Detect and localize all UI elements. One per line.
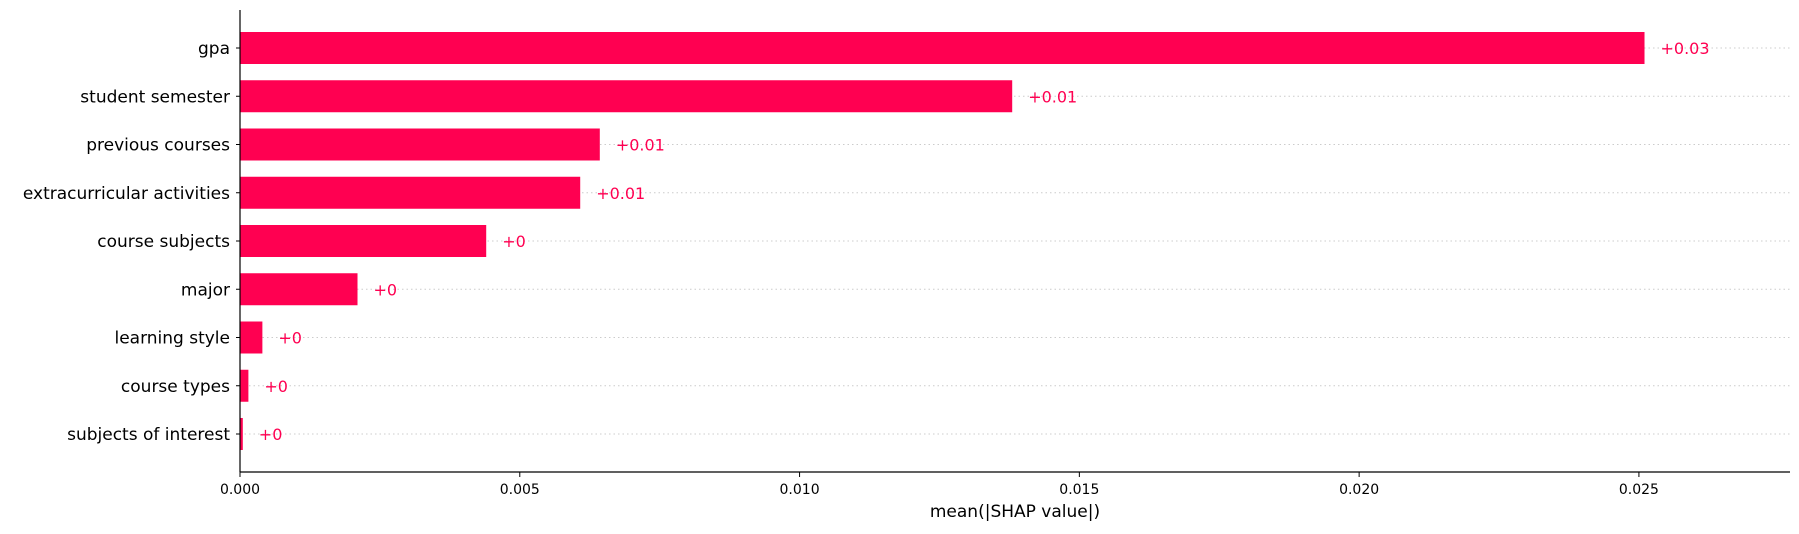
x-tick-label: 0.015	[1059, 482, 1099, 498]
bar-gpa	[240, 32, 1645, 64]
bar-value-label: +0	[264, 377, 288, 396]
x-tick-label: 0.005	[500, 482, 540, 498]
bar-extracurricular-activities	[240, 176, 581, 209]
bar-previous-courses	[240, 128, 600, 161]
bar-value-label: +0	[374, 280, 398, 299]
x-tick-label: 0.025	[1619, 482, 1659, 498]
bar-value-label: +0	[259, 425, 283, 444]
x-tick-label: 0.010	[780, 482, 820, 498]
bar-learning-style	[240, 321, 263, 354]
bar-value-label: +0.01	[596, 184, 645, 203]
bar-value-label: +0	[278, 329, 302, 348]
category-label: major	[181, 280, 230, 300]
x-tick-label: 0.020	[1339, 482, 1379, 498]
category-label: subjects of interest	[67, 425, 230, 445]
axis-layer: 0.000 0.005 0.010 0.015 0.020 0.025	[220, 10, 1790, 498]
category-label: learning style	[114, 329, 230, 349]
bar-value-label: +0	[502, 232, 526, 251]
x-axis-title: mean(|SHAP value|)	[930, 502, 1100, 522]
category-label: student semester	[80, 87, 230, 107]
bar-value-label: +0.01	[616, 136, 665, 155]
x-tick-label: 0.000	[220, 482, 260, 498]
category-label: course subjects	[97, 232, 230, 252]
category-label: previous courses	[86, 136, 230, 156]
category-label: gpa	[198, 39, 230, 59]
category-label: course types	[121, 377, 230, 397]
bar-course-types	[240, 369, 249, 402]
bar-major	[240, 273, 358, 306]
labels-layer: +0.03 gpa +0.01 student semester +0.01 previo…	[23, 39, 1710, 445]
category-label: extracurricular activities	[23, 184, 230, 204]
grid-layer	[240, 47, 1790, 435]
bar-course-subjects	[240, 225, 487, 257]
bar-student-semester	[240, 80, 1013, 113]
bars-layer	[240, 32, 1645, 450]
bar-subjects-of-interest	[240, 418, 243, 450]
bar-value-label: +0.01	[1028, 87, 1077, 106]
bar-value-label: +0.03	[1661, 39, 1710, 58]
